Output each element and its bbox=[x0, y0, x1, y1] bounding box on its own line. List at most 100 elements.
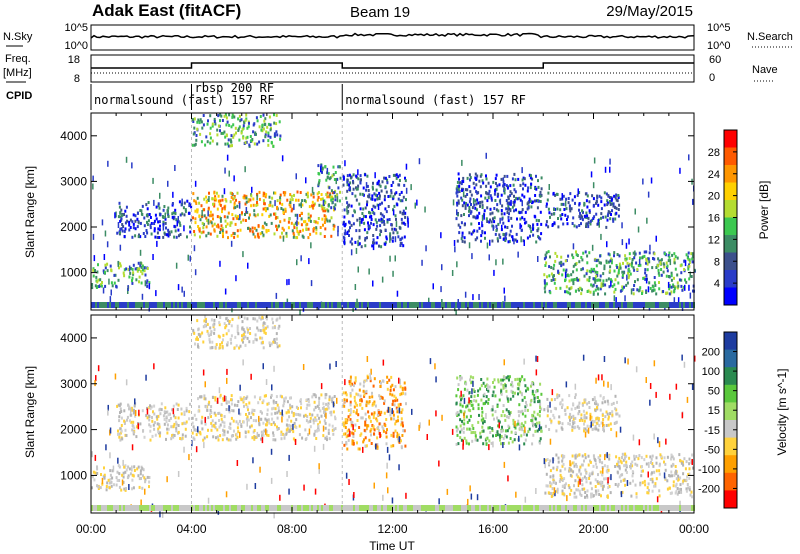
scatter-pixel bbox=[571, 253, 574, 257]
noise-pixel bbox=[428, 297, 430, 304]
scatter-pixel bbox=[186, 199, 189, 203]
scatter-pixel bbox=[507, 424, 510, 428]
scatter-pixel bbox=[598, 458, 601, 462]
scatter-pixel bbox=[216, 234, 219, 238]
noise-pixel bbox=[356, 298, 358, 305]
scatter-pixel bbox=[511, 224, 513, 228]
scatter-pixel bbox=[279, 196, 282, 200]
scatter-pixel bbox=[267, 131, 270, 135]
scatter-pixel bbox=[515, 423, 518, 427]
scatter-pixel bbox=[554, 278, 557, 281]
scatter-pixel bbox=[153, 219, 156, 223]
scatter-pixel bbox=[359, 174, 362, 178]
scatter-pixel bbox=[350, 424, 353, 428]
scatter-pixel bbox=[272, 399, 275, 403]
freq-unit-label: [MHz] bbox=[3, 67, 32, 79]
scatter-pixel bbox=[246, 405, 249, 409]
scatter-pixel bbox=[267, 143, 270, 147]
scatter-pixel bbox=[499, 235, 502, 239]
scatter-pixel bbox=[581, 258, 584, 262]
scatter-pixel bbox=[483, 392, 486, 396]
noise-pixel bbox=[692, 198, 694, 205]
scatter-pixel bbox=[491, 224, 494, 228]
scatter-pixel bbox=[132, 432, 135, 436]
scatter-pixel bbox=[527, 206, 530, 210]
scatter-pixel bbox=[470, 400, 473, 404]
scatter-pixel bbox=[519, 410, 522, 414]
scatter-pixel bbox=[348, 183, 350, 187]
scatter-pixel bbox=[466, 388, 469, 392]
scatter-pixel bbox=[118, 472, 121, 476]
noise-pixel bbox=[456, 261, 458, 268]
ground-scatter-pixel bbox=[499, 302, 501, 308]
scatter-pixel bbox=[210, 411, 213, 414]
scatter-pixel bbox=[249, 327, 251, 330]
scatter-pixel bbox=[167, 413, 170, 417]
scatter-pixel bbox=[204, 143, 207, 147]
scatter-pixel bbox=[672, 463, 675, 467]
scatter-pixel bbox=[364, 423, 367, 427]
scatter-pixel bbox=[502, 436, 505, 440]
scatter-pixel bbox=[484, 384, 487, 388]
scatter-pixel bbox=[308, 205, 311, 209]
scatter-pixel bbox=[602, 279, 605, 283]
scatter-pixel bbox=[521, 428, 524, 432]
scatter-pixel bbox=[370, 433, 372, 437]
scatter-pixel bbox=[205, 405, 208, 409]
scatter-pixel bbox=[234, 126, 237, 130]
scatter-pixel bbox=[301, 199, 304, 203]
scatter-pixel bbox=[326, 191, 329, 195]
scatter-pixel bbox=[469, 211, 472, 215]
scatter-pixel bbox=[518, 196, 521, 200]
scatter-pixel bbox=[458, 177, 460, 181]
ground-scatter-pixel bbox=[689, 302, 691, 308]
noise-pixel bbox=[451, 270, 454, 276]
scatter-pixel bbox=[455, 191, 458, 195]
noise-pixel bbox=[566, 495, 568, 502]
scatter-pixel bbox=[317, 217, 320, 220]
scatter-pixel bbox=[225, 332, 228, 336]
scatter-pixel bbox=[287, 430, 290, 433]
scatter-pixel bbox=[252, 340, 255, 344]
scatter-pixel bbox=[402, 209, 405, 213]
scatter-pixel bbox=[494, 177, 497, 181]
scatter-pixel bbox=[677, 284, 680, 288]
scatter-pixel bbox=[588, 401, 591, 404]
scatter-pixel bbox=[269, 135, 272, 139]
scatter-pixel bbox=[649, 287, 652, 290]
noise-pixel bbox=[478, 294, 480, 300]
scatter-pixel bbox=[618, 466, 621, 470]
scatter-pixel bbox=[149, 429, 152, 433]
scatter-pixel bbox=[666, 479, 669, 483]
scatter-pixel bbox=[274, 407, 277, 411]
scatter-pixel bbox=[256, 326, 259, 330]
noise-pixel bbox=[499, 217, 501, 224]
scatter-pixel bbox=[276, 425, 278, 429]
scatter-pixel bbox=[234, 206, 237, 210]
scatter-pixel bbox=[372, 204, 375, 208]
scatter-pixel bbox=[633, 457, 636, 461]
scatter-pixel bbox=[247, 328, 250, 332]
scatter-pixel bbox=[580, 292, 583, 296]
scatter-pixel bbox=[547, 207, 550, 211]
scatter-pixel bbox=[668, 255, 671, 259]
scatter-pixel bbox=[320, 193, 323, 196]
scatter-pixel bbox=[593, 420, 596, 424]
scatter-pixel bbox=[573, 495, 576, 499]
scatter-pixel bbox=[546, 484, 549, 488]
scatter-pixel bbox=[513, 200, 516, 204]
scatter-pixel bbox=[469, 414, 472, 418]
scatter-pixel bbox=[343, 424, 345, 428]
scatter-pixel bbox=[262, 199, 265, 203]
ground-scatter-pixel bbox=[197, 302, 199, 308]
scatter-pixel bbox=[101, 281, 103, 284]
scatter-pixel bbox=[193, 233, 196, 237]
scatter-pixel bbox=[481, 410, 484, 414]
scatter-pixel bbox=[570, 407, 573, 411]
scatter-pixel bbox=[565, 207, 568, 211]
noise-pixel bbox=[177, 471, 180, 477]
scatter-pixel bbox=[170, 437, 173, 441]
scatter-pixel bbox=[466, 420, 469, 424]
noise-pixel bbox=[224, 288, 227, 295]
scatter-pixel bbox=[218, 323, 221, 327]
